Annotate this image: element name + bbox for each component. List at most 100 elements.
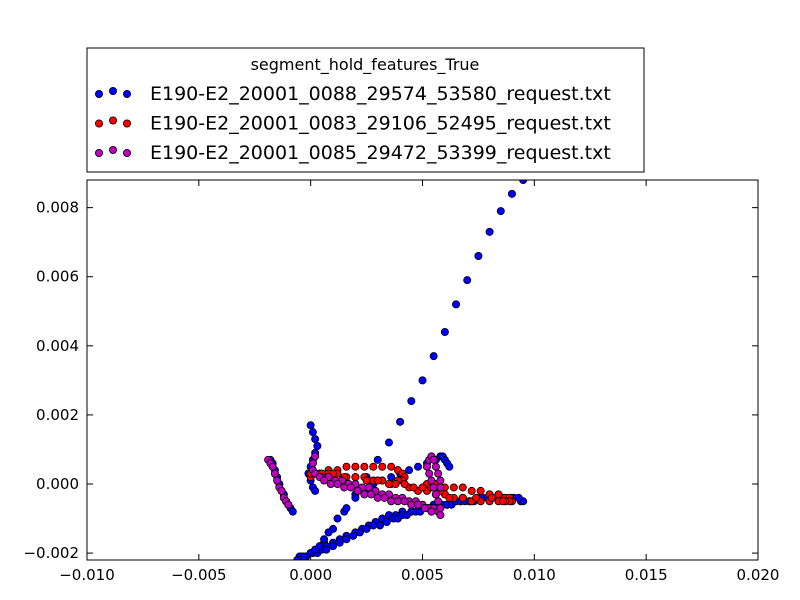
data-point (333, 514, 342, 523)
data-point (474, 251, 483, 260)
data-point (422, 462, 431, 471)
data-point (351, 473, 360, 482)
y-tick-label: 0.008 (36, 199, 79, 217)
data-point (378, 462, 387, 471)
data-point (288, 507, 297, 516)
data-point (449, 483, 458, 492)
data-point (429, 455, 438, 464)
x-tick-label: 0.010 (513, 566, 556, 584)
data-point (418, 483, 427, 492)
legend-marker (95, 119, 104, 128)
data-point (320, 535, 329, 544)
data-point (519, 180, 528, 184)
data-point (335, 538, 344, 547)
data-point (329, 542, 338, 551)
data-point (362, 476, 371, 485)
data-point (409, 483, 418, 492)
data-point (376, 521, 385, 530)
data-point (414, 462, 423, 471)
data-point (324, 528, 333, 537)
data-point (458, 483, 467, 492)
data-point (436, 504, 445, 513)
legend-label: E190-E2_20001_0085_29472_53399_request.t… (150, 142, 611, 164)
data-point (387, 473, 396, 482)
x-tick-label: 0.020 (737, 566, 780, 584)
data-point (293, 556, 302, 560)
x-tick-label: −0.010 (59, 566, 115, 584)
data-point (313, 441, 322, 450)
data-point (373, 493, 382, 502)
data-point (393, 497, 402, 506)
y-axis: −0.002 0.000 0.002 0.004 0.006 0.008 (23, 199, 758, 562)
data-point (436, 511, 445, 520)
data-point (299, 552, 308, 560)
data-point (333, 479, 342, 488)
data-point (499, 497, 508, 506)
data-point (355, 528, 364, 537)
data-point (311, 452, 320, 461)
legend-box (86, 47, 645, 173)
data-point (387, 497, 396, 506)
data-points (264, 180, 528, 560)
data-point (311, 486, 320, 495)
data-point (445, 462, 454, 471)
data-point (308, 428, 317, 437)
data-point (277, 486, 286, 495)
data-point (373, 455, 382, 464)
data-point (496, 207, 505, 216)
data-point (320, 476, 329, 485)
data-point (373, 476, 382, 485)
data-point (431, 462, 440, 471)
data-point (487, 493, 496, 502)
data-point (367, 490, 376, 499)
series-3 (264, 452, 445, 520)
data-point (507, 189, 516, 198)
data-point (396, 417, 405, 426)
data-point (494, 490, 503, 499)
data-point (434, 469, 443, 478)
data-point (436, 483, 445, 492)
data-point (420, 504, 429, 513)
data-point (425, 469, 434, 478)
data-point (362, 524, 371, 533)
data-point (382, 518, 391, 527)
data-point (472, 493, 481, 502)
data-point (407, 500, 416, 509)
data-point (353, 486, 362, 495)
legend-label: E190-E2_20001_0083_29106_52495_request.t… (150, 113, 611, 135)
legend: segment_hold_features_True E190-E2_20001… (86, 47, 645, 173)
data-point (326, 479, 335, 488)
x-tick-label: 0.015 (625, 566, 668, 584)
data-point (351, 493, 360, 502)
data-point (445, 493, 454, 502)
data-point (273, 476, 282, 485)
data-point (429, 352, 438, 361)
y-tick-label: 0.000 (36, 475, 79, 493)
y-tick-label: 0.006 (36, 268, 79, 286)
y-tick-label: 0.004 (36, 337, 79, 355)
data-point (427, 476, 436, 485)
data-point (351, 462, 360, 471)
data-point (342, 535, 351, 544)
data-point (384, 479, 393, 488)
data-point (458, 493, 467, 502)
data-point (418, 376, 427, 385)
data-point (369, 521, 378, 530)
y-tick-label: 0.002 (36, 406, 79, 424)
data-point (407, 397, 416, 406)
data-point (342, 504, 351, 513)
data-point (342, 462, 351, 471)
data-point (485, 227, 494, 236)
data-point (387, 462, 396, 471)
legend-marker (109, 116, 118, 125)
legend-title: segment_hold_features_True (251, 55, 480, 75)
x-tick-label: 0.000 (289, 566, 332, 584)
data-point (346, 483, 355, 492)
data-point (369, 462, 378, 471)
legend-label: E190-E2_20001_0088_29574_53580_request.t… (150, 83, 611, 105)
legend-marker (95, 90, 104, 99)
legend-entry: E190-E2_20001_0088_29574_53580_request.t… (95, 83, 611, 105)
data-point (436, 476, 445, 485)
data-point (284, 500, 293, 509)
